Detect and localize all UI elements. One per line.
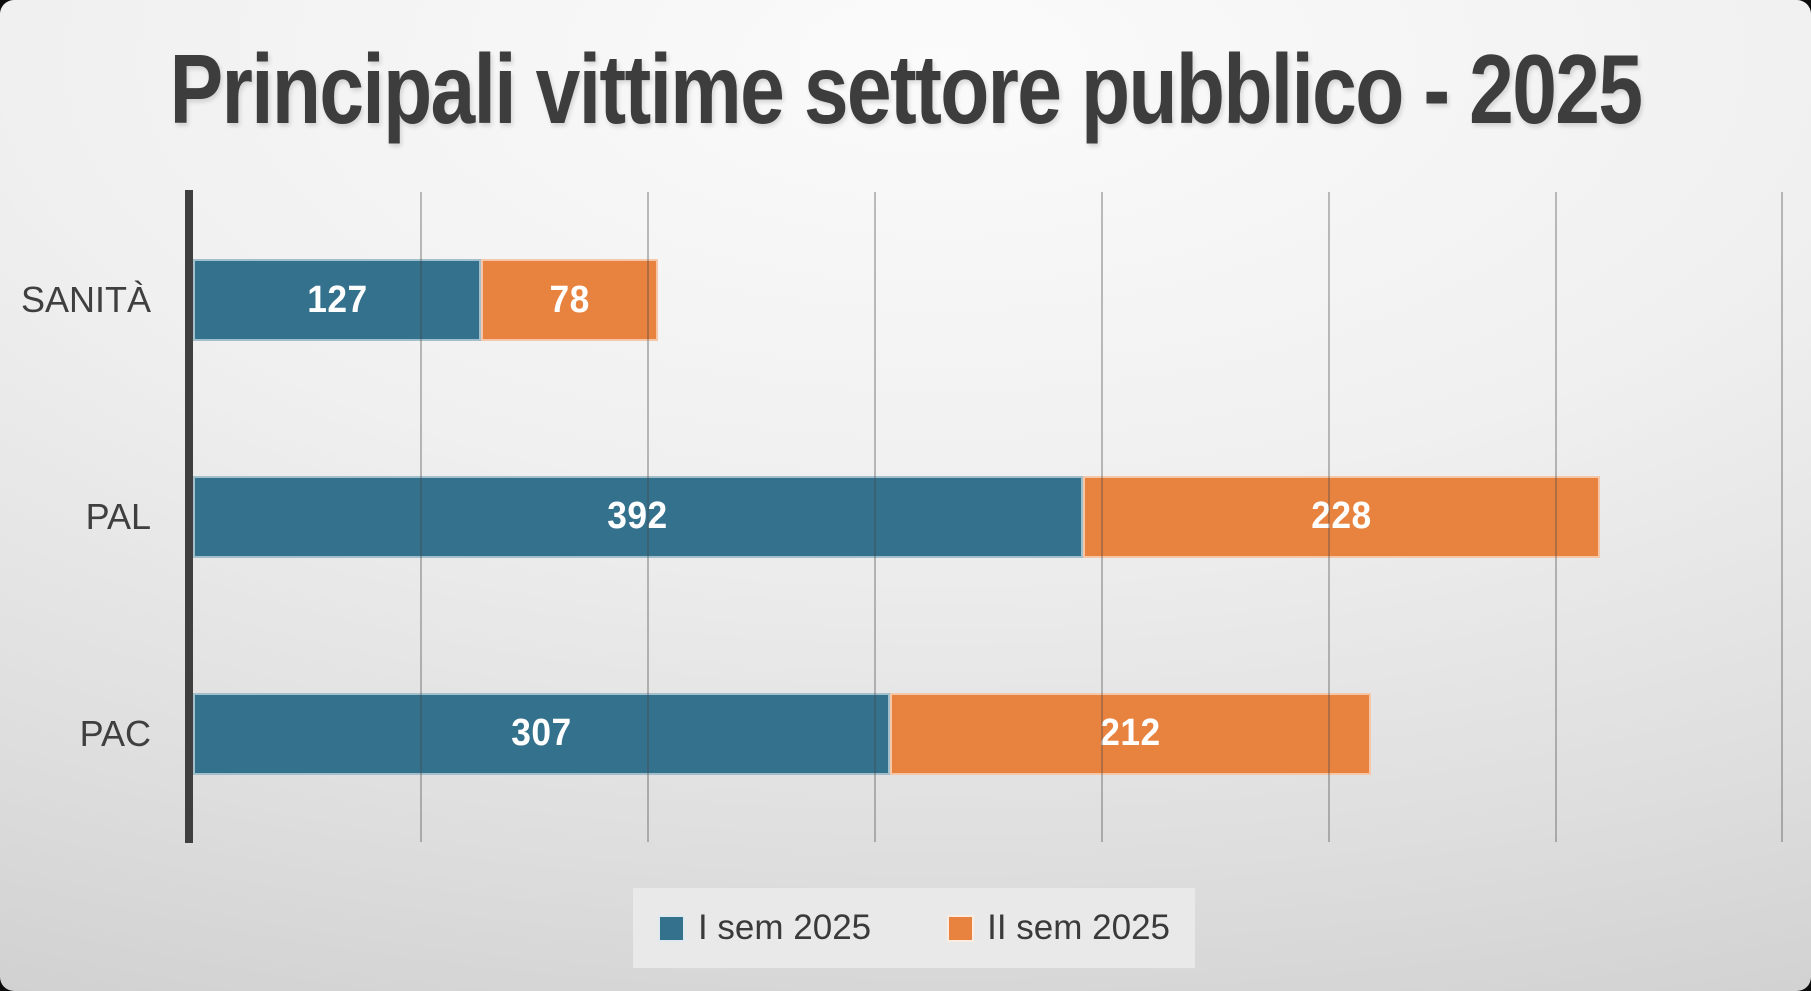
bar-segment-sanità-series-1: 127: [193, 259, 482, 342]
bar-segment-pal-series-1: 392: [193, 475, 1083, 558]
legend-label-1: I sem 2025: [697, 908, 872, 947]
value-label: 228: [1311, 495, 1372, 538]
stacked-bar-pal: 392 228: [193, 475, 1811, 558]
bar-segment-pal-series-2: 228: [1082, 475, 1600, 558]
category-label-pal: PAL: [85, 495, 151, 537]
legend-item-1: I sem 2025: [657, 908, 872, 948]
bar-segment-sanità-series-2: 78: [481, 259, 659, 342]
category-row-sanità: SANITÀ 127 78: [21, 192, 1811, 409]
gridline-400: [1100, 192, 1103, 842]
plot-area: SANITÀ 127 78 PAL 392 228 PAC 307 212: [21, 192, 1811, 842]
legend-swatch-1: [657, 914, 685, 942]
gridline-300: [873, 192, 876, 842]
value-label: 307: [511, 712, 572, 755]
gridline-100: [419, 192, 422, 842]
gridline-700: [1781, 192, 1784, 842]
category-row-pac: PAC 307 212: [80, 625, 1811, 842]
y-axis-line: [185, 190, 193, 843]
value-label: 392: [607, 495, 668, 538]
value-label: 78: [549, 278, 590, 321]
stacked-bar-sanità: 127 78: [193, 259, 1811, 342]
bar-segment-pac-series-1: 307: [193, 692, 890, 775]
gridline-500: [1327, 192, 1330, 842]
legend-item-2: II sem 2025: [947, 908, 1170, 948]
bar-segment-pac-series-2: 212: [889, 692, 1371, 775]
category-label-pac: PAC: [79, 712, 151, 754]
gridline-600: [1554, 192, 1557, 842]
chart-title: Principali vittime settore pubblico - 20…: [169, 34, 1643, 144]
value-label: 127: [306, 278, 368, 321]
category-label-sanità: SANITÀ: [20, 279, 151, 321]
value-label: 212: [1100, 712, 1161, 755]
gridline-200: [646, 192, 649, 842]
legend-label-2: II sem 2025: [987, 908, 1171, 947]
legend-swatch-2: [947, 914, 975, 942]
legend: I sem 2025 II sem 2025: [633, 888, 1195, 968]
stacked-bar-pac: 307 212: [193, 692, 1811, 775]
category-row-pal: PAL 392 228: [86, 409, 1811, 626]
